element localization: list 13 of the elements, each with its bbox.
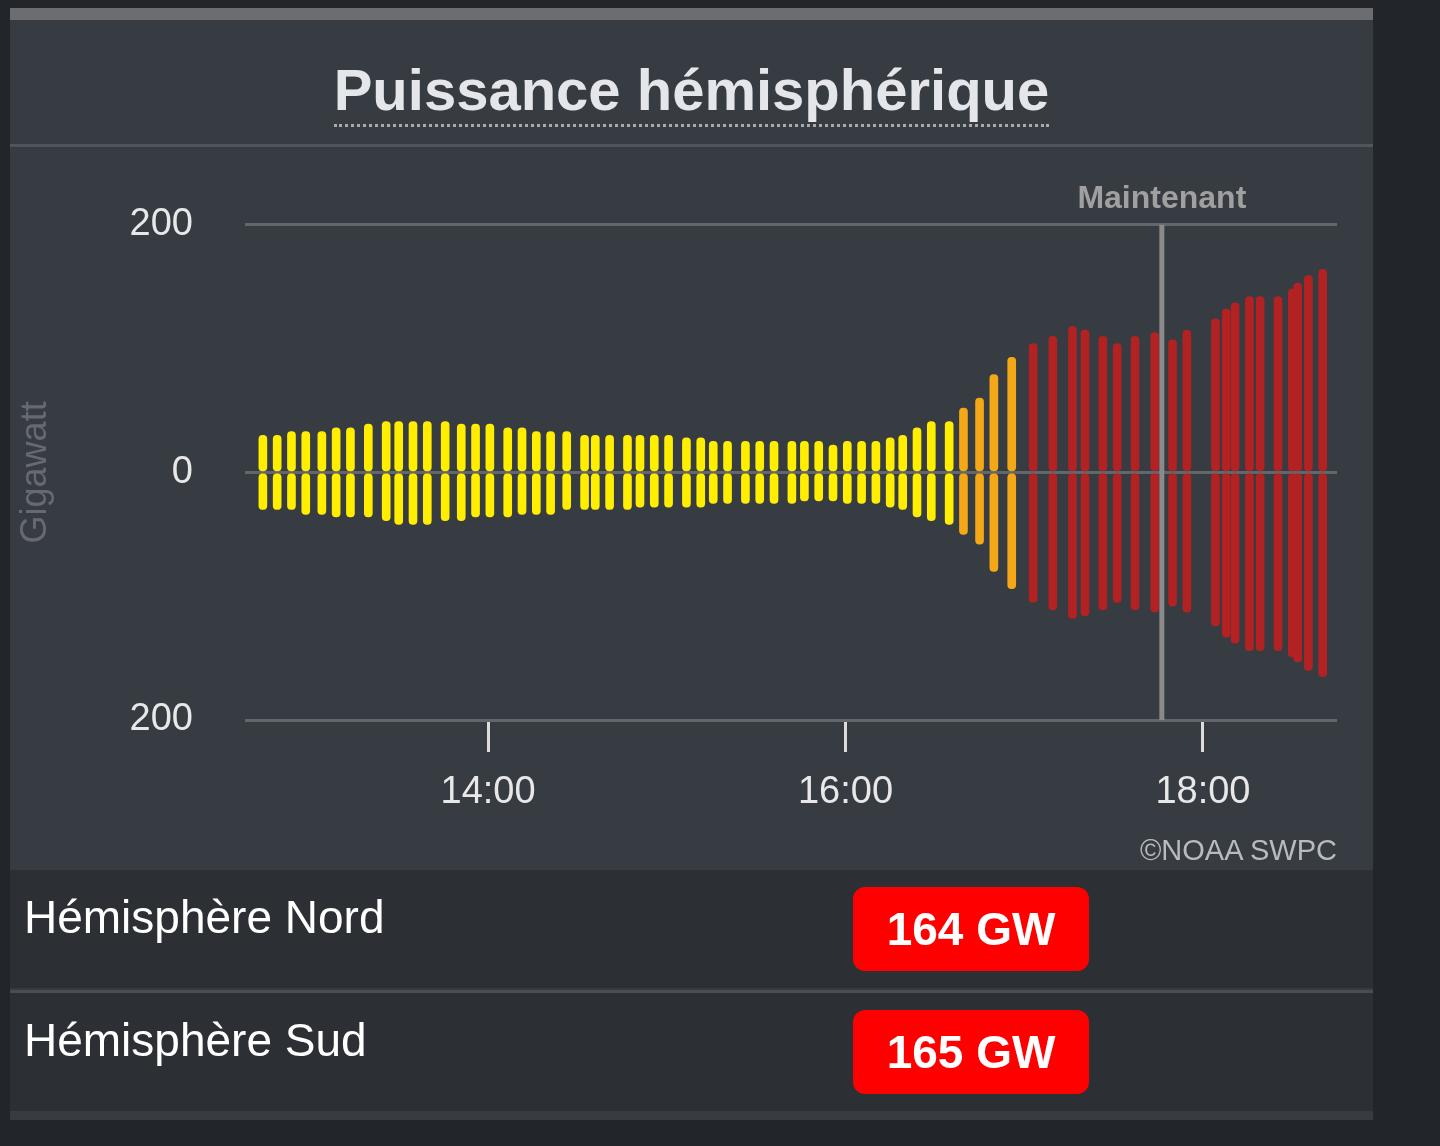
- text: Hémisphère Sud: [24, 1013, 367, 1067]
- x-tick-label: 16:00: [797, 769, 894, 812]
- text: 164 GW: [853, 887, 1089, 971]
- y-tick-label: 200: [129, 696, 193, 739]
- chart-title: Puissance hémisphérique: [333, 57, 1050, 127]
- y-tick-label: 0: [171, 448, 193, 491]
- text: 165 GW: [853, 1010, 1089, 1094]
- ref-line-label: Maintenant: [1077, 178, 1247, 215]
- x-tick-label: 18:00: [1155, 769, 1251, 812]
- text: ©NOAA SWPC: [1139, 834, 1337, 867]
- y-tick-label: 200: [129, 201, 193, 244]
- text: Hémisphère Nord: [24, 890, 385, 944]
- x-tick-label: 14:00: [440, 769, 536, 812]
